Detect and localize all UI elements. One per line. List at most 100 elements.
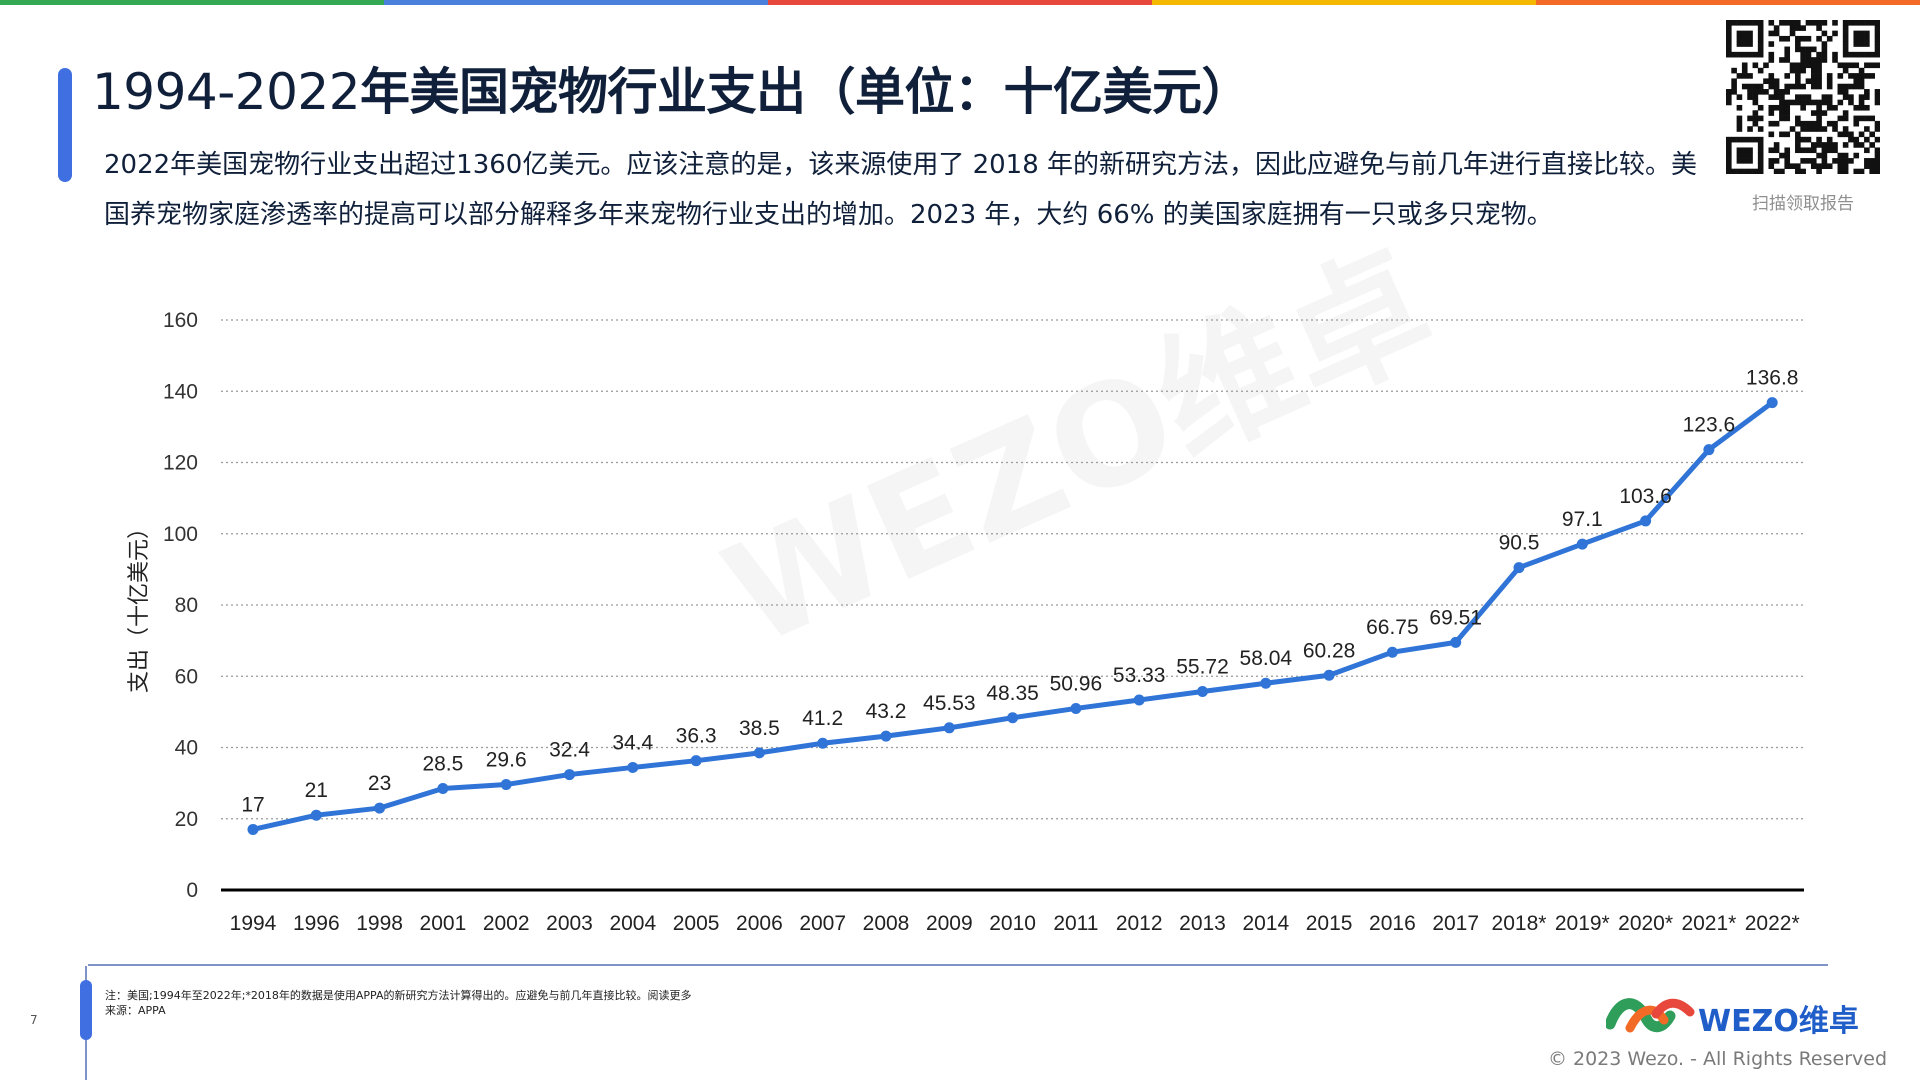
footnote-note: 注：美国;1994年至2022年;*2018年的数据是使用APPA的新研究方法计…: [105, 989, 692, 1002]
data-label: 48.35: [986, 682, 1039, 705]
x-tick-label: 2014: [1242, 912, 1289, 935]
x-tick-label: 2018*: [1492, 912, 1547, 935]
data-label: 103.6: [1619, 485, 1672, 508]
qr-code-icon[interactable]: [1726, 20, 1880, 174]
data-label: 28.5: [422, 752, 463, 775]
y-tick-label: 100: [163, 523, 198, 546]
y-tick-label: 40: [175, 737, 198, 760]
x-tick-label: 2001: [420, 912, 467, 935]
data-point: [1007, 712, 1019, 724]
y-tick-label: 60: [175, 665, 198, 688]
y-tick-label: 20: [175, 808, 198, 831]
data-label: 66.75: [1366, 616, 1419, 639]
data-point: [943, 722, 955, 734]
x-tick-label: 2002: [483, 912, 530, 935]
page-title-text: 年美国宠物行业支出（单位：十亿美元）: [360, 63, 1252, 121]
copyright: © 2023 Wezo. - All Rights Reserved: [1547, 1048, 1887, 1070]
x-tick-label: 2012: [1116, 912, 1163, 935]
data-point: [1640, 515, 1652, 527]
data-label: 123.6: [1683, 414, 1736, 437]
page-title-years: 1994-2022: [92, 63, 361, 121]
data-point: [1576, 538, 1588, 550]
y-tick-label: 120: [163, 452, 198, 475]
data-label: 58.04: [1240, 647, 1293, 670]
x-tick-label: 2015: [1306, 912, 1353, 935]
title-accent-bar: [58, 68, 72, 182]
line-chart: 0 20 40 60 80 100 120 140 160 支出（十亿美元） 1994 1996 199…: [127, 309, 1804, 935]
data-point: [1513, 562, 1525, 574]
data-label: 43.2: [866, 700, 907, 723]
x-tick-label: 2022*: [1745, 912, 1800, 935]
data-label: 69.51: [1429, 606, 1482, 629]
y-tick-label: 80: [175, 594, 198, 617]
data-point: [690, 755, 702, 767]
data-label: 32.4: [549, 739, 590, 762]
top-bar-segment: [384, 0, 768, 5]
x-tick-label: 2019*: [1555, 912, 1610, 935]
data-label: 136.8: [1746, 367, 1799, 390]
data-point: [1197, 685, 1208, 697]
data-label: 55.72: [1176, 655, 1229, 678]
top-bar-segment: [1152, 0, 1536, 5]
data-label: 21: [305, 779, 328, 802]
data-point: [880, 730, 892, 742]
y-axis-label: 支出（十亿美元）: [127, 517, 152, 693]
data-point: [1386, 646, 1398, 658]
x-tick-label: 2007: [799, 912, 846, 935]
data-label: 97.1: [1562, 508, 1603, 531]
x-tick-label: 2006: [736, 912, 783, 935]
x-tick-label: 2009: [926, 912, 973, 935]
data-label: 60.28: [1303, 639, 1356, 662]
x-tick-label: 1998: [356, 912, 403, 935]
series-line: [250, 400, 1775, 832]
x-tick-label: 2003: [546, 912, 593, 935]
data-point: [1323, 669, 1335, 681]
page-title: 1994-2022年美国宠物行业支出（单位：十亿美元）: [92, 52, 1252, 124]
data-point: [310, 809, 322, 821]
page-description: 2022年美国宠物行业支出超过1360亿美元。应该注意的是，该来源使用了 201…: [104, 150, 1698, 230]
data-point: [817, 737, 829, 749]
x-tick-label: 2016: [1369, 912, 1416, 935]
data-point: [374, 802, 386, 814]
data-point: [753, 747, 765, 759]
x-tick-label: 2021*: [1681, 912, 1736, 935]
footnote: 注：美国;1994年至2022年;*2018年的数据是使用APPA的新研究方法计…: [105, 988, 692, 1018]
data-point: [1260, 677, 1272, 689]
x-tick-label: 2011: [1053, 912, 1098, 935]
data-point: [247, 823, 259, 835]
data-label: 53.33: [1113, 664, 1166, 687]
y-tick-label: 0: [186, 879, 198, 902]
data-label: 50.96: [1050, 672, 1103, 695]
top-color-bar: [0, 0, 1920, 5]
data-label: 38.5: [739, 717, 780, 740]
x-tick-label: 1996: [293, 912, 340, 935]
data-point: [627, 761, 639, 773]
data-point: [1070, 702, 1082, 714]
x-tick-label: 1994: [230, 912, 277, 935]
data-point: [1133, 694, 1145, 706]
x-tick-label: 2010: [989, 912, 1036, 935]
data-point: [1703, 444, 1715, 456]
data-point: [1450, 636, 1462, 648]
top-bar-segment: [1536, 0, 1920, 5]
qr-caption: 扫描领取报告: [1752, 194, 1854, 214]
top-bar-segment: [768, 0, 1152, 5]
logo-text: WEZO维卓: [1698, 1004, 1859, 1039]
data-label: 23: [368, 772, 391, 795]
x-tick-label: 2020*: [1618, 912, 1673, 935]
footnote-source: 来源：APPA: [105, 1004, 166, 1017]
footer-divider: [88, 964, 1828, 966]
data-label: 36.3: [676, 725, 717, 748]
data-label: 45.53: [923, 692, 976, 715]
y-tick-label: 160: [163, 309, 198, 332]
data-point: [500, 779, 512, 791]
data-label: 29.6: [486, 749, 527, 772]
top-bar-segment: [0, 0, 384, 5]
y-tick-label: 140: [163, 380, 198, 403]
note-accent-bar: [80, 980, 92, 1040]
data-label: 34.4: [612, 731, 653, 754]
wezo-logo-icon: [1606, 998, 1695, 1033]
x-tick-label: 2017: [1432, 912, 1479, 935]
x-tick-label: 2013: [1179, 912, 1226, 935]
data-point: [1766, 397, 1778, 409]
